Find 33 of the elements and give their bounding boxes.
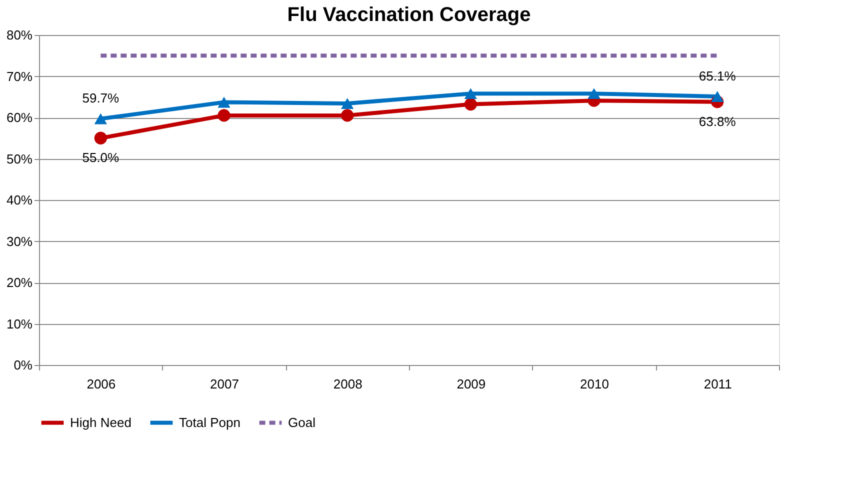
chart-title: Flu Vaccination Coverage (287, 4, 531, 26)
x-tick-label: 2007 (210, 376, 239, 392)
point (464, 88, 477, 100)
point (341, 109, 354, 122)
x-tick-label: 2006 (86, 376, 116, 392)
point (588, 88, 600, 100)
y-tick-label: 20% (6, 275, 33, 290)
point (94, 113, 107, 124)
point (218, 96, 230, 108)
point (464, 98, 477, 111)
y-tick-label: 40% (6, 192, 33, 208)
legend-label: High Need (70, 414, 132, 430)
y-tick-label: 60% (6, 110, 33, 125)
x-tick-label: 2010 (580, 376, 609, 392)
point (711, 90, 724, 102)
legend-label: Goal (288, 414, 316, 430)
legend-label: Total Popn (179, 414, 240, 430)
x-tick-label: 2009 (456, 376, 486, 392)
y-tick-label: 70% (6, 68, 33, 84)
y-tick-label: 80% (6, 28, 33, 42)
y-tick-label: 10% (6, 316, 33, 332)
y-tick-label: 50% (6, 151, 33, 166)
data-label: 59.7% (82, 90, 120, 106)
point (94, 132, 107, 144)
y-tick-label: 0% (14, 358, 33, 372)
y-tick-label: 30% (6, 234, 33, 249)
point (218, 109, 230, 122)
data-label: 65.1% (698, 68, 736, 84)
x-tick-label: 2011 (704, 376, 732, 392)
point (341, 98, 354, 109)
x-tick-label: 2008 (333, 376, 362, 392)
data-label: 63.8% (698, 114, 736, 129)
data-label: 55.0% (82, 150, 120, 166)
